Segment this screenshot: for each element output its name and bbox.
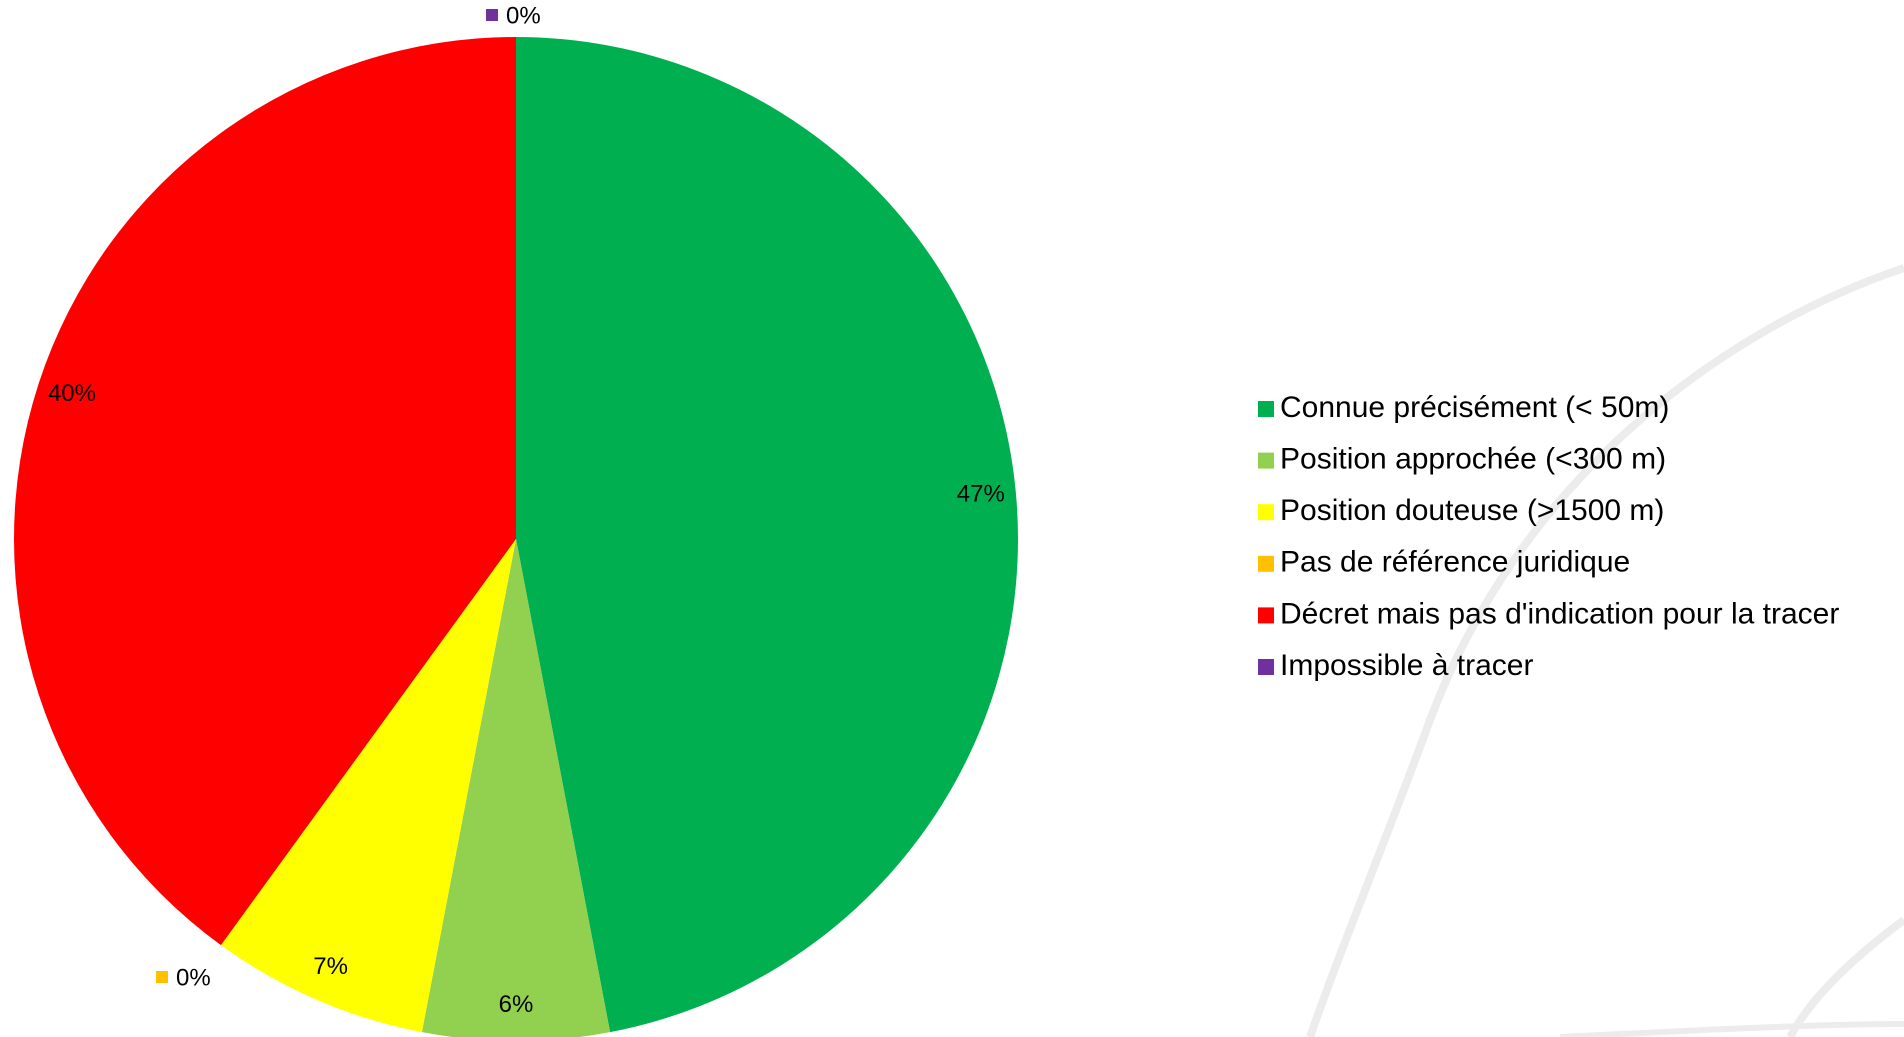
legend-swatch <box>1258 555 1274 572</box>
pie-slice <box>421 539 611 1037</box>
slice-data-label: 0% <box>506 2 541 29</box>
pie-slice <box>516 37 1018 1033</box>
legend-swatch <box>1258 659 1274 675</box>
zero-label-key-swatch <box>156 971 168 983</box>
legend-entry-label: Position approchée (<300 m) <box>1280 443 1666 476</box>
legend-swatch <box>1258 452 1274 469</box>
legend-entry-label: Impossible à tracer <box>1280 649 1533 682</box>
background-swoosh <box>1306 264 1904 1037</box>
legend-swatch <box>1258 504 1274 521</box>
legend-entry-label: Pas de référence juridique <box>1280 546 1630 579</box>
legend-swatch <box>1258 401 1274 417</box>
background-swoosh-lower <box>1786 916 1904 1037</box>
slice-data-label: 0% <box>176 964 211 991</box>
pie-slices <box>13 37 1018 1037</box>
legend-entry-label: Décret mais pas d'indication pour la tra… <box>1280 597 1839 630</box>
legend-swatch <box>1258 607 1274 624</box>
legend-entry-label: Connue précisément (< 50m) <box>1280 391 1669 424</box>
legend: Connue précisément (< 50m) Position appro… <box>1258 391 1839 682</box>
pie-slice <box>220 539 516 1033</box>
slice-data-label: 7% <box>313 953 348 980</box>
zero-label-key-swatch <box>486 9 498 21</box>
slice-data-label: 6% <box>499 991 534 1018</box>
slice-data-label: 47% <box>957 480 1005 507</box>
slice-data-label: 40% <box>48 380 96 407</box>
data-labels: 47% 6% 7% 0% 40% 0% <box>48 2 1005 1018</box>
background-swoosh-bottom <box>1559 1021 1904 1037</box>
pie-slice <box>13 37 517 946</box>
legend-entry-label: Position douteuse (>1500 m) <box>1280 494 1664 527</box>
